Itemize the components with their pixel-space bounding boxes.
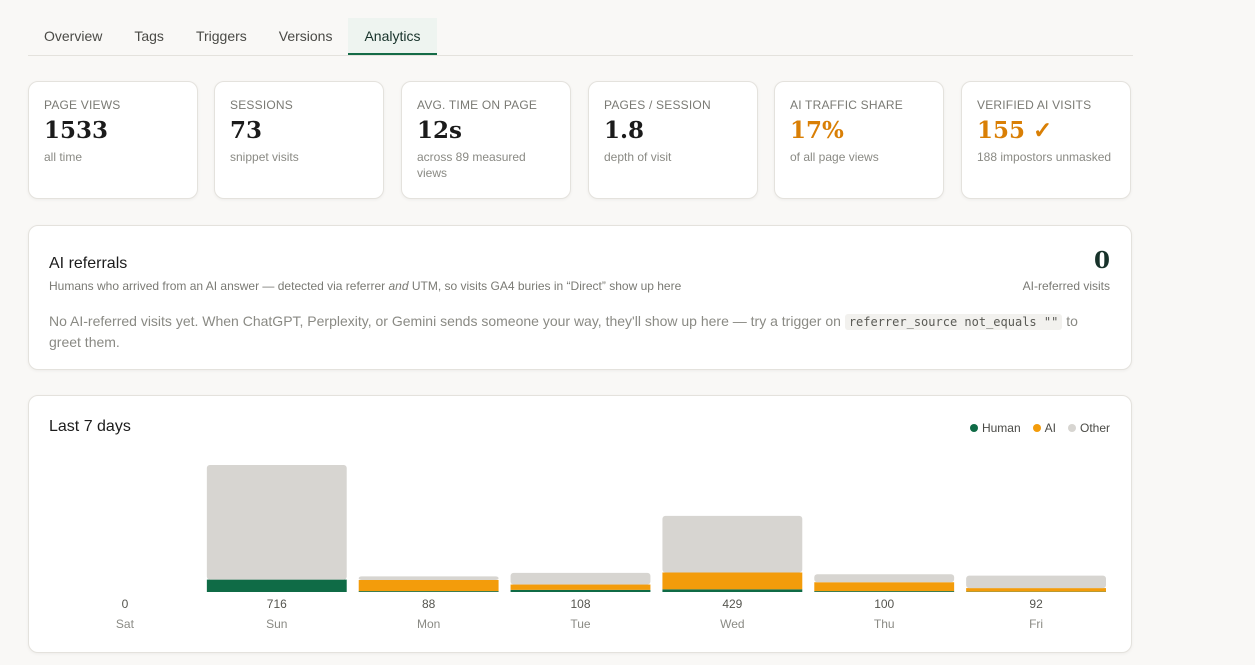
legend-dot-human [969, 424, 978, 432]
bar-total-label: 0 [122, 597, 129, 611]
bar-total-label: 108 [570, 597, 590, 611]
stat-sub: 188 impostors unmasked [977, 150, 1112, 164]
stat-sub: depth of visit [604, 150, 672, 164]
bar-segment-other-sun [206, 465, 347, 580]
x-axis-tick-label: Mon [417, 617, 440, 631]
ai-referrals-subtitle-emphasis: and [388, 279, 409, 293]
ai-referrals-count-label: AI-referred visits [1022, 279, 1110, 293]
bar-segment-human-sun [206, 579, 347, 592]
bar-segment-other-wed [662, 515, 803, 573]
bar-segment-other-mon [358, 576, 499, 580]
bar-segment-other-tue [510, 572, 651, 585]
stat-label: SESSIONS [230, 98, 293, 112]
bar-total-label: 88 [422, 597, 436, 611]
bar-segment-ai-thu [814, 582, 955, 592]
bar-total-label: 716 [267, 597, 287, 611]
bar-segment-human-thu [814, 591, 955, 592]
tab-bar: Overview Tags Triggers Versions Analytic… [28, 18, 1133, 56]
stat-sub: all time [44, 150, 83, 164]
stat-sub: snippet visits [230, 150, 299, 164]
last-7-days-chart-card: 0 Sat 716 Sun 88 Mon 108 Tue 429 Wed 100 Thu 92 Fri L… [28, 395, 1132, 653]
bar-segment-human-tue [510, 589, 651, 592]
ai-referrals-title: AI referrals [49, 255, 128, 272]
stat-card-verified-ai-visits: VERIFIED AI VISITS 155 ✓ 188 impostors u… [961, 81, 1131, 199]
legend-label-other: Other [1079, 421, 1110, 435]
stat-label: VERIFIED AI VISITS [977, 98, 1092, 112]
bar-segment-human-mon [358, 591, 499, 592]
stat-card-avg-time: AVG. TIME ON PAGE 12s across 89 measured… [401, 81, 571, 199]
x-axis-tick-label: Thu [874, 617, 895, 631]
stat-value: 73 [230, 117, 263, 144]
ai-referrals-card: AI referrals Humans who arrived from an … [28, 225, 1132, 370]
legend-item-ai: AI [1032, 421, 1056, 435]
ai-referrals-subtitle-part: Humans who arrived from an AI answer — d… [49, 279, 389, 293]
bar-segment-other-fri [966, 575, 1106, 589]
bar-segment-ai-wed [662, 572, 803, 590]
legend-item-other: Other [1067, 421, 1110, 435]
bar-segment-ai-tue [510, 584, 651, 590]
ai-referrals-count: 0 AI-referred visits [1023, 246, 1110, 293]
ai-referrals-subtitle-part: UTM, so visits GA4 buries in “Direct” sh… [408, 279, 682, 293]
bar-segment-human-wed [662, 589, 803, 592]
stat-card-ai-traffic-share: AI TRAFFIC SHARE 17% of all page views [774, 81, 944, 199]
bar-segment-ai-fri [966, 588, 1106, 592]
trigger-code-snippet: referrer_source not_equals "" [844, 314, 1063, 330]
ai-referrals-empty-message: No AI-referred visits yet. When ChatGPT,… [49, 311, 1109, 352]
legend-label-ai: AI [1044, 421, 1056, 435]
stat-card-pages-per-session: PAGES / SESSION 1.8 depth of visit [588, 81, 758, 199]
stat-value: 1.8 [604, 117, 645, 144]
stat-value: 1533 [44, 117, 109, 144]
ai-referrals-count-value: 0 [1093, 247, 1110, 274]
stat-label: AI TRAFFIC SHARE [790, 98, 903, 112]
x-axis-tick-label: Sat [116, 617, 135, 631]
stacked-bar-chart: 0 Sat 716 Sun 88 Mon 108 Tue 429 Wed 100 Thu 92 Fri [116, 465, 1106, 631]
x-axis-tick-label: Sun [266, 617, 287, 631]
tab-triggers[interactable]: Triggers [195, 28, 247, 44]
empty-message-text: No AI-referred visits yet. When ChatGPT,… [49, 313, 845, 329]
stat-label: PAGES / SESSION [604, 98, 711, 112]
stat-sub: across 89 measured views [417, 150, 526, 180]
tab-versions[interactable]: Versions [278, 28, 333, 44]
tab-analytics[interactable]: Analytics [348, 18, 437, 55]
stat-label: AVG. TIME ON PAGE [417, 98, 538, 112]
stat-card-sessions: SESSIONS 73 snippet visits [214, 81, 384, 199]
x-axis-tick-label: Tue [570, 617, 591, 631]
legend-dot-other [1067, 424, 1076, 432]
x-axis-tick-label: Fri [1029, 617, 1043, 631]
bar-total-label: 100 [874, 597, 894, 611]
legend-dot-ai [1032, 424, 1041, 432]
stat-value: 17% [790, 117, 844, 144]
tab-tags[interactable]: Tags [134, 28, 164, 44]
legend-item-human: Human [969, 421, 1021, 435]
bar-total-label: 429 [722, 597, 742, 611]
bar-segment-ai-mon [358, 579, 499, 592]
tab-overview[interactable]: Overview [44, 28, 103, 44]
bar-segment-other-thu [814, 574, 955, 583]
x-axis-tick-label: Wed [720, 617, 744, 631]
chart-legend: Human AI Other [969, 421, 1110, 435]
bar-total-label: 92 [1029, 597, 1043, 611]
stat-sub: of all page views [790, 150, 879, 164]
stat-value: 155 ✓ [977, 117, 1053, 144]
empty-message-text: to greet them. [49, 313, 1078, 350]
stat-card-page-views: PAGE VIEWS 1533 all time [28, 81, 198, 199]
legend-label-human: Human [981, 421, 1021, 435]
stat-label: PAGE VIEWS [44, 98, 121, 112]
ai-referrals-subtitle: Humans who arrived from an AI answer — d… [49, 279, 1111, 293]
chart-title: Last 7 days [49, 418, 131, 435]
stat-value: 12s [417, 117, 462, 144]
